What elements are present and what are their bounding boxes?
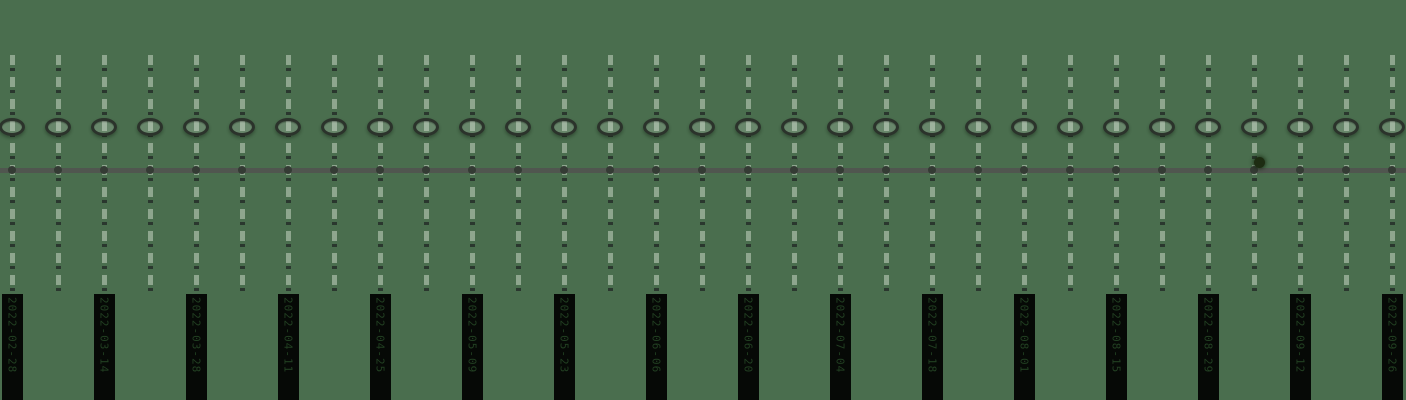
x-tick-date-label: 2022-03-14 [97,297,111,374]
ring-marker [965,118,991,136]
line-node-marker [928,166,936,174]
ring-marker [0,118,25,136]
line-node-marker [514,166,522,174]
line-node-marker [1204,166,1212,174]
ring-marker [91,118,117,136]
ring-marker [1149,118,1175,136]
line-node-marker [744,166,752,174]
x-tick-label-box: 2022-09-26 [1381,294,1403,400]
line-node-marker [422,166,430,174]
line-node-marker [1066,166,1074,174]
x-tick-label-box: 2022-04-25 [369,294,391,400]
x-tick-date-label: 2022-08-29 [1201,297,1215,374]
x-tick-date-label: 2022-06-20 [741,297,755,374]
x-tick-date-label: 2022-05-23 [557,297,571,374]
x-tick-label-box: 2022-02-28 [1,294,23,400]
x-tick-date-label: 2022-09-12 [1293,297,1307,374]
ring-marker [689,118,715,136]
x-tick-label-box: 2022-05-09 [461,294,483,400]
x-tick-label-box: 2022-09-12 [1289,294,1311,400]
x-tick-date-label: 2022-09-26 [1385,297,1399,374]
ring-marker [919,118,945,136]
ring-marker [781,118,807,136]
line-node-marker [376,166,384,174]
x-tick-date-label: 2022-07-18 [925,297,939,374]
ring-marker [321,118,347,136]
line-node-marker [284,166,292,174]
ring-marker [275,118,301,136]
x-tick-label-box: 2022-08-01 [1013,294,1035,400]
ring-marker [735,118,761,136]
ring-marker [551,118,577,136]
line-node-marker [1112,166,1120,174]
x-tick-label-box: 2022-03-14 [93,294,115,400]
line-node-marker [330,166,338,174]
ring-marker [1333,118,1359,136]
line-node-marker [238,166,246,174]
ring-marker [1011,118,1037,136]
outlier-dot [1253,156,1265,168]
ring-marker [45,118,71,136]
ring-marker [1287,118,1313,136]
ring-marker [505,118,531,136]
line-node-marker [1158,166,1166,174]
ring-marker [1195,118,1221,136]
line-node-marker [100,166,108,174]
x-tick-date-label: 2022-08-15 [1109,297,1123,374]
x-tick-label-box: 2022-03-28 [185,294,207,400]
line-node-marker [1296,166,1304,174]
x-tick-label-box: 2022-08-15 [1105,294,1127,400]
x-tick-label-box: 2022-07-18 [921,294,943,400]
ring-marker [873,118,899,136]
x-tick-date-label: 2022-05-09 [465,297,479,374]
ring-marker [367,118,393,136]
line-node-marker [836,166,844,174]
ring-marker [459,118,485,136]
ring-marker [597,118,623,136]
line-node-marker [8,166,16,174]
ring-marker [1057,118,1083,136]
ring-marker [1379,118,1405,136]
line-node-marker [606,166,614,174]
x-tick-label-box: 2022-06-06 [645,294,667,400]
x-tick-date-label: 2022-04-11 [281,297,295,374]
x-tick-date-label: 2022-02-28 [5,297,19,374]
x-tick-label-box: 2022-06-20 [737,294,759,400]
line-node-marker [1388,166,1396,174]
ring-marker [1241,118,1267,136]
line-node-marker [1250,166,1258,174]
line-node-marker [652,166,660,174]
x-tick-label-box: 2022-04-11 [277,294,299,400]
ring-marker [229,118,255,136]
line-node-marker [192,166,200,174]
line-node-marker [790,166,798,174]
line-node-marker [1342,166,1350,174]
line-node-marker [882,166,890,174]
x-tick-label-box: 2022-07-04 [829,294,851,400]
ring-marker [137,118,163,136]
x-tick-date-label: 2022-06-06 [649,297,663,374]
line-node-marker [698,166,706,174]
ring-marker [183,118,209,136]
ring-marker [413,118,439,136]
ring-marker [827,118,853,136]
line-node-marker [1020,166,1028,174]
ring-marker [643,118,669,136]
x-tick-date-label: 2022-03-28 [189,297,203,374]
ring-marker [1103,118,1129,136]
x-tick-date-label: 2022-07-04 [833,297,847,374]
x-tick-label-box: 2022-08-29 [1197,294,1219,400]
line-node-marker [560,166,568,174]
line-node-marker [54,166,62,174]
x-tick-date-label: 2022-04-25 [373,297,387,374]
x-tick-label-box: 2022-05-23 [553,294,575,400]
line-node-marker [146,166,154,174]
line-node-marker [468,166,476,174]
x-tick-date-label: 2022-08-01 [1017,297,1031,374]
line-node-marker [974,166,982,174]
